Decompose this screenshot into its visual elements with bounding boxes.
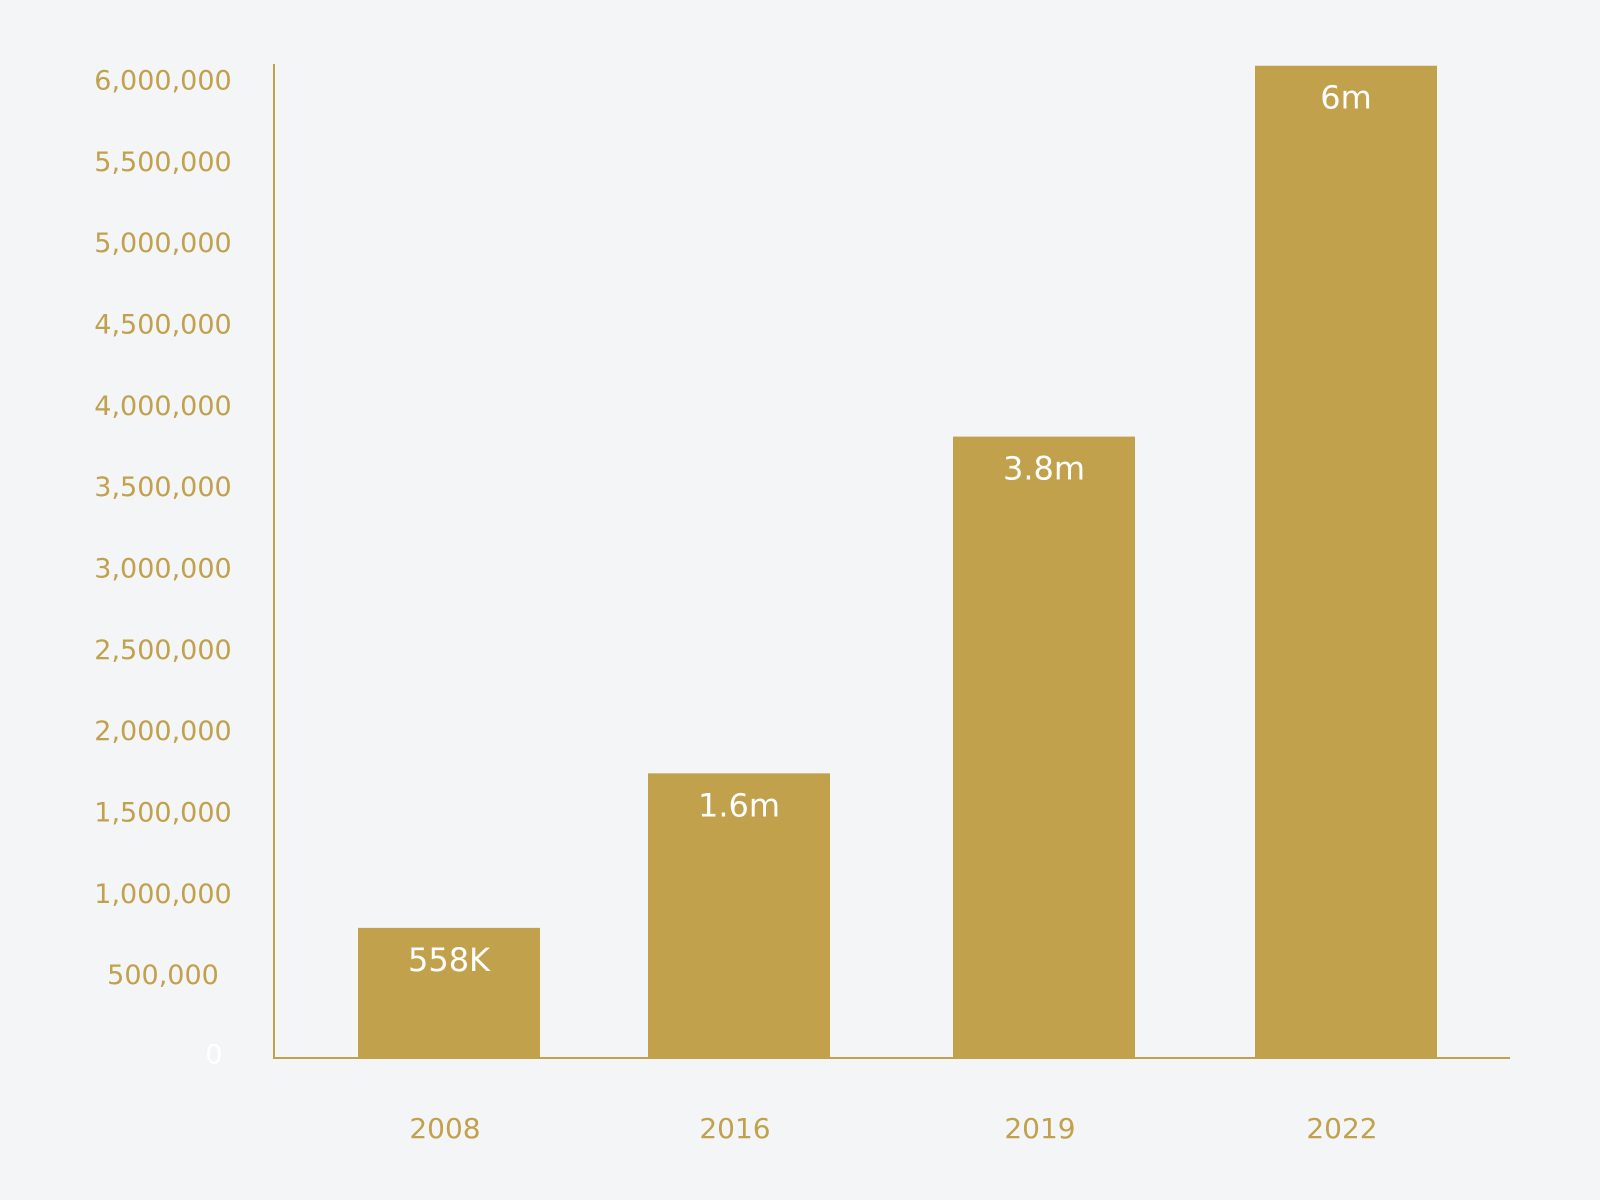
bar-data-label: 3.8m [1003, 450, 1085, 488]
y-tick-label: 6,000,000 [94, 66, 231, 97]
bar-data-label: 6m [1320, 79, 1372, 117]
y-tick-label: 3,000,000 [94, 554, 231, 585]
y-tick-label: 3,500,000 [94, 472, 231, 503]
bar-2022 [1255, 65, 1437, 1058]
bar-data-label: 558K [408, 941, 491, 979]
bar-2016 [648, 773, 830, 1058]
y-tick-label: 5,500,000 [94, 147, 231, 178]
y-tick-label: 1,000,000 [94, 879, 231, 910]
y-tick-label: 1,500,000 [94, 798, 231, 829]
y-tick-label: 4,500,000 [94, 310, 231, 341]
x-tick-label: 2022 [1306, 1112, 1377, 1145]
y-tick-label: 4,000,000 [94, 391, 231, 422]
bars [358, 65, 1437, 1058]
bar-data-label: 1.6m [698, 786, 780, 824]
x-tick-label: 2019 [1004, 1112, 1075, 1145]
bar-data-labels: 558K 1.6m 3.8m 6m [408, 79, 1372, 979]
y-axis-ticks: 0 500,000 1,000,000 1,500,000 2,000,000 2,500… [94, 66, 231, 1071]
bar-2019 [953, 436, 1135, 1058]
y-tick-label: 500,000 [107, 960, 219, 991]
y-tick-label: 0 [205, 1040, 222, 1071]
y-tick-label: 2,500,000 [94, 635, 231, 666]
x-tick-label: 2016 [699, 1112, 770, 1145]
x-axis-ticks: 2008 2016 2019 2022 [409, 1112, 1377, 1145]
y-tick-label: 2,000,000 [94, 716, 231, 747]
x-tick-label: 2008 [409, 1112, 480, 1145]
bar-2008 [358, 927, 540, 1058]
y-tick-label: 5,000,000 [94, 228, 231, 259]
